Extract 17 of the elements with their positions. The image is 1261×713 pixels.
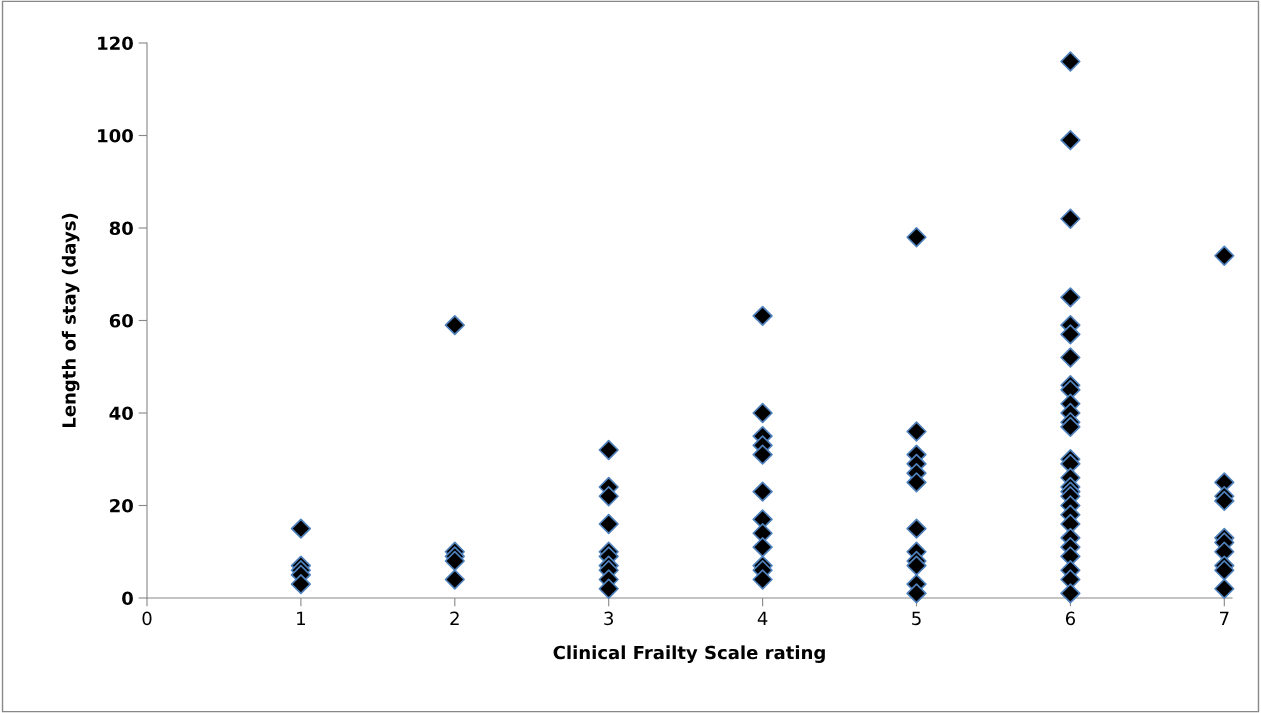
y-tick-label: 40 xyxy=(109,406,133,421)
x-tick-label: 2 xyxy=(450,611,459,625)
x-tick-label: 5 xyxy=(912,611,921,626)
x-tick-label: 0 xyxy=(142,611,152,626)
y-tick-label: 20 xyxy=(110,498,133,513)
y-tick-label: 60 xyxy=(109,313,133,328)
y-tick-label: 100 xyxy=(98,128,133,143)
y-tick-label: 80 xyxy=(109,221,133,236)
x-tick-label: 3 xyxy=(604,611,613,626)
x-axis-title: Clinical Frailty Scale rating xyxy=(553,645,825,663)
y-tick-label: 0 xyxy=(122,591,133,606)
x-tick-label: 4 xyxy=(757,611,768,625)
y-axis-title: Length of stay (days) xyxy=(61,213,80,428)
x-tick-label: 1 xyxy=(297,611,305,625)
y-tick-label: 120 xyxy=(98,36,133,51)
x-tick-label: 7 xyxy=(1220,611,1229,625)
x-tick-label: 6 xyxy=(1065,611,1076,626)
